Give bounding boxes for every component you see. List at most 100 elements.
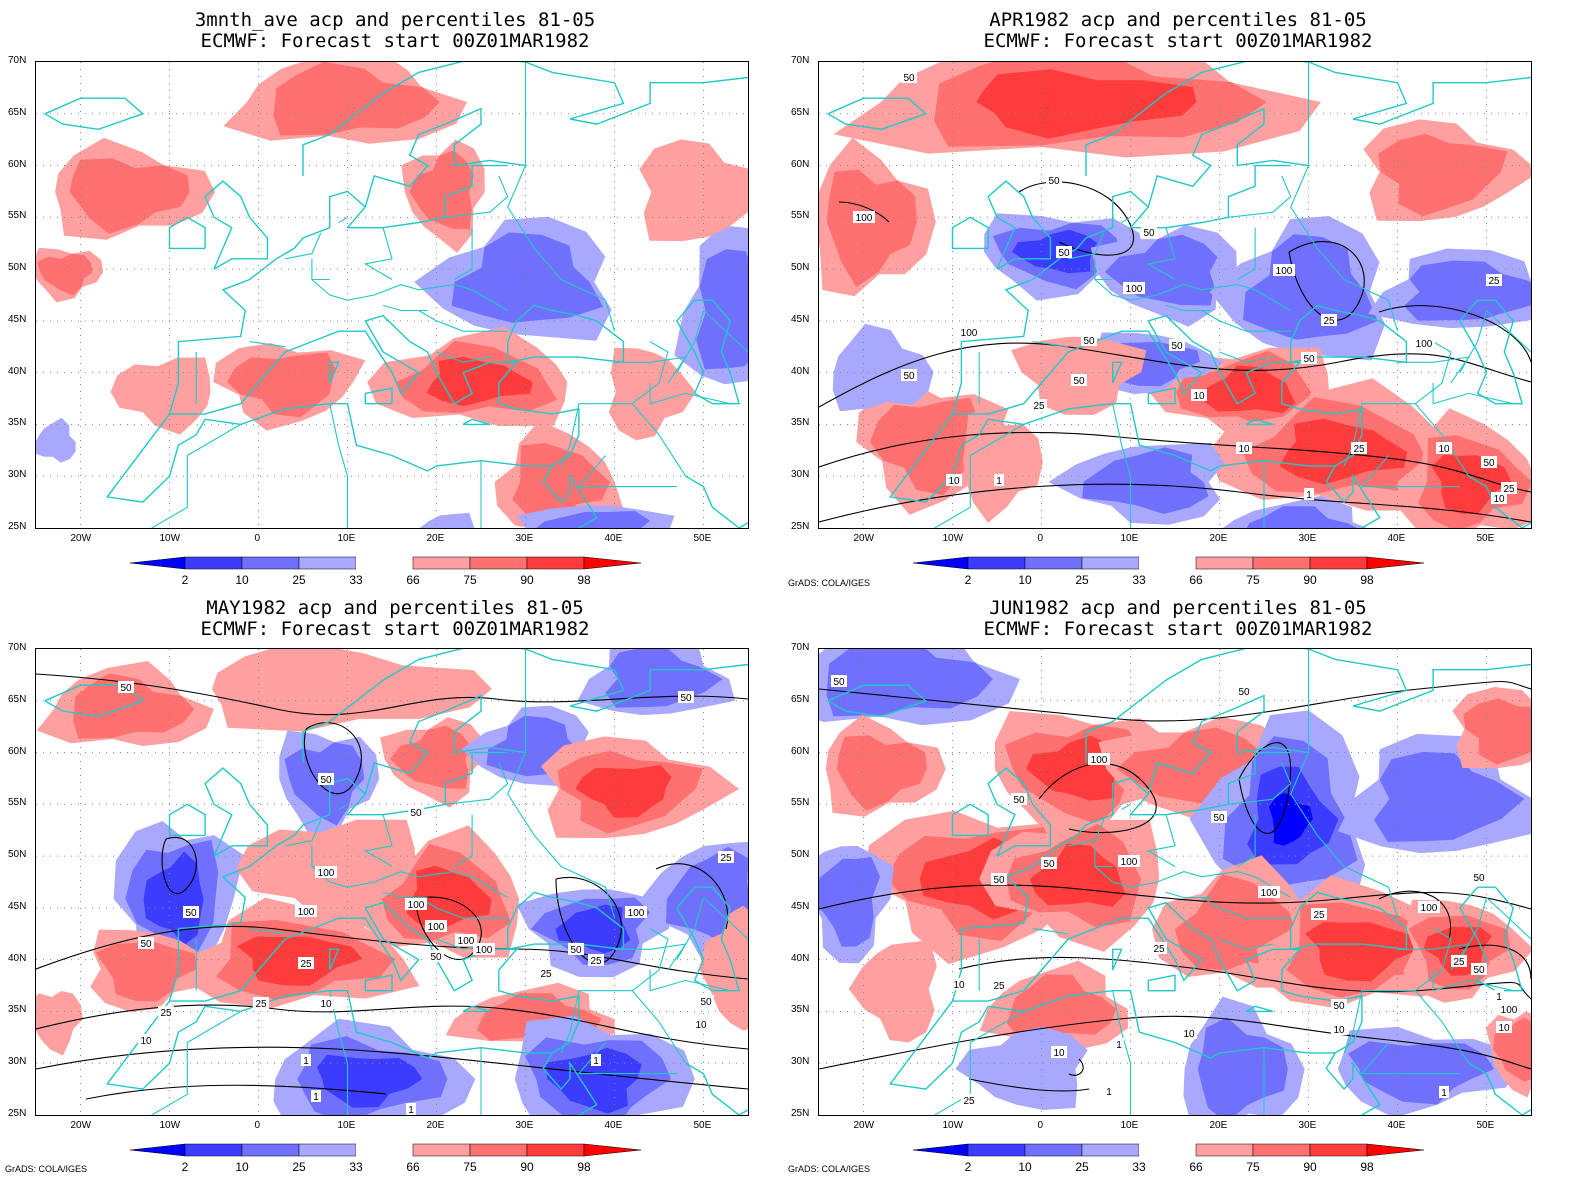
lat-tick-label: 40N [791, 365, 810, 377]
country-border [1432, 383, 1514, 405]
colorbar-label: 75 [463, 573, 477, 587]
colorbar-label: 33 [1132, 573, 1146, 587]
contour-label-bg [1181, 1027, 1197, 1039]
contour-label-bg [1236, 685, 1252, 697]
colorbar-segment [241, 556, 300, 570]
contour-label: 50 [1048, 176, 1060, 187]
map-area [35, 61, 749, 529]
lon-tick-label: 10E [1120, 533, 1139, 544]
contour-label: 100 [458, 936, 475, 947]
contour-line [1378, 890, 1452, 940]
lat-tick-label: 45N [8, 900, 27, 912]
coastline [1308, 649, 1531, 712]
country-border [311, 279, 508, 311]
contour-label-bg [591, 1054, 601, 1066]
contour-label: 50 [833, 677, 845, 688]
contour-line [958, 956, 1531, 1000]
contour-label: 25 [1353, 444, 1365, 455]
country-border [1165, 304, 1211, 312]
contour-label: 50 [430, 952, 442, 963]
lat-tick-label: 60N [791, 745, 810, 757]
colorbar-segment [1195, 556, 1254, 570]
contour-label: 25 [1033, 401, 1045, 412]
contour-label: 100 [1126, 284, 1143, 295]
contour-label-bg [315, 866, 337, 878]
contour-label: 1 [313, 1092, 319, 1103]
wet-anomaly-shading [37, 253, 93, 296]
contour-label-bg [138, 1034, 154, 1046]
panel-title-line1: 3mnth_ave acp and percentiles 81-05 [194, 9, 596, 31]
contour-label: 25 [1313, 910, 1325, 921]
wet-anomaly-shading [95, 942, 198, 1002]
contour-line [36, 925, 748, 980]
contour-label: 50 [903, 371, 915, 382]
country-border [1121, 216, 1131, 223]
contour-label-bg [473, 943, 495, 955]
contour-label: 1 [996, 476, 1002, 487]
country-border [614, 356, 687, 384]
contour-label: 50 [320, 775, 332, 786]
contour-label: 25 [1323, 316, 1335, 327]
coastline [951, 164, 1291, 415]
coastline [364, 694, 526, 795]
contour-label-bg [718, 851, 734, 863]
lat-tick-label: 55N [8, 797, 27, 809]
contour-label-bg [1311, 908, 1327, 920]
contour-label-bg [1141, 226, 1157, 238]
lat-tick-label: 25N [791, 521, 810, 532]
country-border [1459, 897, 1488, 960]
lat-tick-label: 30N [791, 469, 810, 481]
panel-title-line1: JUN1982 acp and percentiles 81-05 [989, 597, 1367, 619]
contour-line [1378, 305, 1531, 363]
country-border [1228, 762, 1292, 805]
contour-label-bg [1118, 855, 1140, 867]
contour-label-bg [425, 920, 447, 932]
country-border [151, 423, 241, 528]
contour-line [1458, 944, 1531, 980]
coastline [1085, 649, 1309, 763]
coastline [951, 216, 989, 250]
contour-line [36, 1004, 748, 1050]
lat-tick-label: 50N [8, 849, 27, 861]
colorbar-segment [526, 1143, 585, 1157]
coastline [44, 684, 145, 718]
contour-label-bg [301, 1054, 311, 1066]
country-border [329, 990, 349, 1115]
colorbar-segment [356, 1144, 413, 1156]
contour-label: 100 [428, 922, 445, 933]
contour-label-bg [1494, 990, 1504, 1002]
contour-label-bg [588, 954, 604, 966]
colorbar-label: 25 [1075, 1160, 1089, 1174]
country-border [311, 258, 330, 281]
country-border [1068, 232, 1105, 260]
contour-label: 100 [1276, 266, 1293, 277]
contour-label: 10 [1053, 1048, 1065, 1059]
contour-label-bg [994, 474, 1004, 486]
contour-label: 50 [1213, 813, 1225, 824]
country-border [418, 897, 508, 919]
wet-anomaly-shading [211, 649, 492, 732]
colorbar: 2 10 25 33 66 75 90 98 [130, 556, 642, 587]
wet-anomaly-shading [1279, 418, 1408, 485]
contour-label: 25 [540, 969, 552, 980]
contour-line [303, 722, 362, 795]
contour-label-bg [698, 995, 714, 1007]
wet-anomaly-shading [836, 735, 927, 811]
wet-anomaly-shading [512, 443, 611, 523]
contour-label-bg [991, 979, 1007, 991]
contour-label: 50 [1043, 859, 1055, 870]
contour-label: 50 [700, 997, 712, 1008]
country-border [1121, 803, 1131, 810]
contour-label: 25 [1488, 276, 1500, 287]
contour-label-bg [1114, 1038, 1124, 1050]
coastline [1245, 1005, 1274, 1013]
contour-label-bg [1151, 942, 1167, 954]
lat-tick-label: 25N [8, 1108, 27, 1119]
country-border [382, 891, 428, 899]
lat-tick-label: 65N [791, 106, 810, 118]
coastline [1468, 1062, 1531, 1115]
contour-label-bg [1451, 955, 1467, 967]
lon-tick-label: 20E [1209, 1120, 1228, 1131]
contour-label-bg [961, 1094, 977, 1106]
contour-label-bg [1498, 1003, 1520, 1015]
